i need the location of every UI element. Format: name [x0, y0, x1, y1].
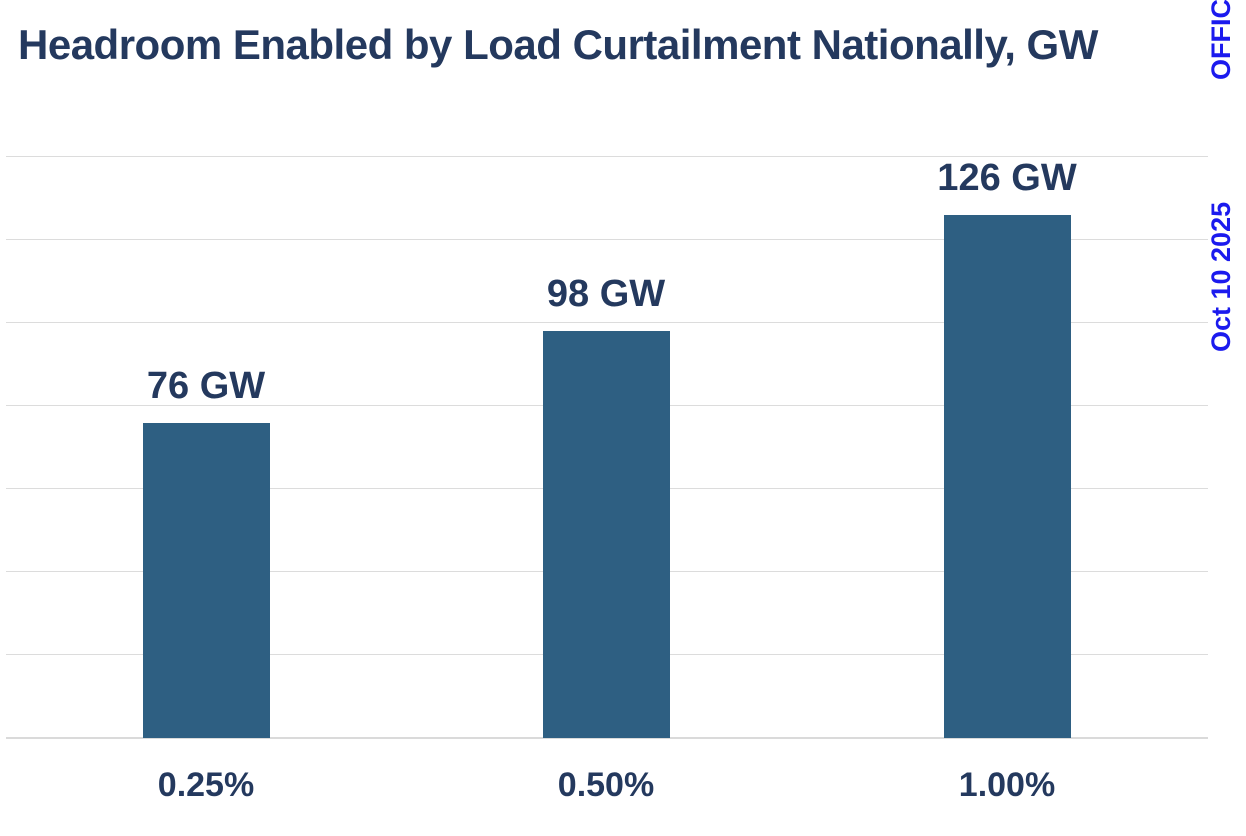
watermark-official-text: OFFIC — [1206, 0, 1236, 80]
value-label-0.25%: 76 GW — [146, 364, 266, 407]
bar-1.00% — [943, 215, 1071, 738]
category-label-0.50%: 0.50% — [557, 766, 655, 804]
gridline-100 — [6, 322, 1208, 323]
bar-0.50% — [542, 331, 670, 738]
category-label-0.25%: 0.25% — [157, 766, 255, 804]
value-label-1.00%: 126 GW — [937, 157, 1077, 200]
category-label-1.00%: 1.00% — [958, 766, 1056, 804]
value-label-0.50%: 98 GW — [546, 273, 666, 316]
plot-area: 76 GW 0.25% 98 GW 0.50% 126 GW 1.00% — [6, 156, 1208, 802]
chart-title: Headroom Enabled by Load Curtailment Nat… — [18, 21, 1098, 68]
bar-0.25% — [142, 422, 270, 738]
x-axis-baseline — [6, 737, 1208, 739]
watermark-date-text: Oct 10 2025 — [1206, 201, 1236, 352]
gridline-120 — [6, 239, 1208, 240]
gridline-140 — [6, 156, 1208, 157]
